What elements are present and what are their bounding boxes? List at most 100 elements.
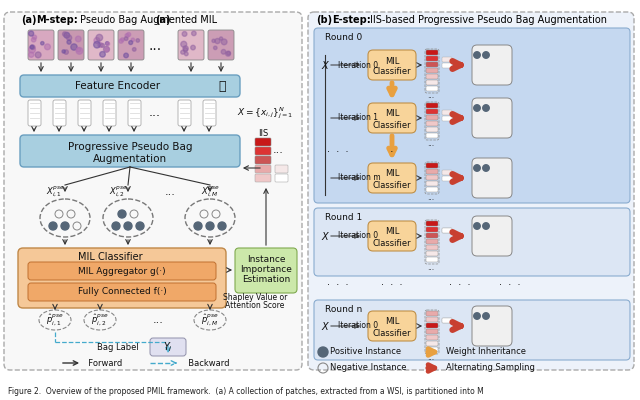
Text: $\hat{p}^{pse}_{i,1}$: $\hat{p}^{pse}_{i,1}$: [46, 312, 64, 328]
FancyBboxPatch shape: [442, 63, 452, 68]
Circle shape: [474, 222, 481, 230]
FancyBboxPatch shape: [442, 228, 452, 233]
FancyBboxPatch shape: [426, 251, 438, 256]
Text: Alternating Sampling: Alternating Sampling: [446, 364, 535, 372]
Text: ·  ·  ·: · · ·: [499, 280, 521, 290]
FancyBboxPatch shape: [426, 257, 438, 262]
FancyBboxPatch shape: [314, 28, 630, 203]
FancyBboxPatch shape: [88, 30, 114, 60]
Text: MIL Classifier: MIL Classifier: [77, 252, 142, 262]
FancyBboxPatch shape: [368, 50, 416, 80]
FancyBboxPatch shape: [442, 318, 452, 323]
Text: Figure 2.  Overview of the proposed PMIL framework.  (a) A collection of patches: Figure 2. Overview of the proposed PMIL …: [8, 388, 484, 396]
FancyBboxPatch shape: [28, 100, 41, 126]
Text: ...: ...: [428, 352, 435, 362]
FancyBboxPatch shape: [128, 100, 141, 126]
Circle shape: [100, 52, 106, 57]
Circle shape: [125, 34, 129, 38]
FancyBboxPatch shape: [426, 133, 438, 138]
Text: E-step:: E-step:: [332, 15, 371, 25]
Circle shape: [96, 34, 102, 41]
FancyBboxPatch shape: [442, 228, 452, 233]
FancyBboxPatch shape: [426, 227, 438, 232]
Circle shape: [63, 32, 67, 36]
Circle shape: [191, 45, 195, 50]
Text: $X^{pse}_{i,1}$: $X^{pse}_{i,1}$: [45, 185, 65, 199]
Circle shape: [76, 36, 81, 42]
Text: ·  ·  ·: · · ·: [327, 280, 349, 290]
Text: Classifier: Classifier: [372, 328, 412, 338]
Circle shape: [33, 35, 36, 39]
Text: Shapley Value or: Shapley Value or: [223, 294, 287, 302]
FancyBboxPatch shape: [178, 30, 204, 60]
FancyBboxPatch shape: [472, 98, 512, 138]
Text: ...: ...: [149, 106, 161, 120]
FancyBboxPatch shape: [472, 216, 512, 256]
Circle shape: [29, 46, 35, 53]
Circle shape: [215, 38, 220, 44]
FancyBboxPatch shape: [368, 163, 416, 193]
Circle shape: [106, 42, 109, 46]
Text: MIL: MIL: [385, 228, 399, 236]
Circle shape: [212, 39, 215, 42]
FancyBboxPatch shape: [255, 174, 271, 182]
FancyBboxPatch shape: [314, 300, 630, 360]
Text: (a): (a): [155, 15, 170, 25]
Text: MIL: MIL: [385, 110, 399, 118]
Circle shape: [127, 32, 131, 36]
FancyBboxPatch shape: [442, 318, 452, 323]
Text: Iteration m: Iteration m: [338, 174, 381, 182]
Text: ...: ...: [428, 138, 435, 148]
FancyBboxPatch shape: [4, 12, 302, 370]
FancyBboxPatch shape: [426, 86, 438, 91]
Text: Negative Instance: Negative Instance: [330, 364, 406, 372]
Circle shape: [129, 41, 132, 44]
Text: $Y_i$: $Y_i$: [163, 340, 173, 354]
Text: IIS-based Progressive Pseudo Bag Augmentation: IIS-based Progressive Pseudo Bag Augment…: [370, 15, 607, 25]
FancyBboxPatch shape: [426, 74, 438, 79]
Text: Progressive Pseudo Bag: Progressive Pseudo Bag: [68, 142, 192, 152]
Circle shape: [221, 50, 226, 54]
FancyBboxPatch shape: [426, 169, 438, 174]
Text: Importance: Importance: [240, 266, 292, 274]
Text: MIL: MIL: [385, 56, 399, 66]
Circle shape: [131, 38, 134, 42]
FancyBboxPatch shape: [255, 165, 271, 173]
FancyBboxPatch shape: [368, 221, 416, 251]
FancyBboxPatch shape: [426, 317, 438, 322]
Text: Round 1: Round 1: [325, 214, 362, 222]
Text: M-step:: M-step:: [36, 15, 77, 25]
Text: ·: ·: [390, 147, 394, 157]
Text: $X$: $X$: [321, 59, 330, 71]
Text: Estimation: Estimation: [242, 276, 290, 284]
Circle shape: [124, 53, 129, 58]
FancyBboxPatch shape: [255, 138, 271, 146]
FancyBboxPatch shape: [426, 221, 438, 226]
FancyBboxPatch shape: [472, 45, 512, 85]
Circle shape: [214, 46, 217, 50]
FancyBboxPatch shape: [255, 156, 271, 164]
Circle shape: [182, 32, 187, 36]
Circle shape: [483, 222, 490, 230]
Circle shape: [93, 41, 100, 48]
Text: Round n: Round n: [325, 306, 362, 314]
FancyBboxPatch shape: [58, 30, 84, 60]
Text: MIL Aggregator g(·): MIL Aggregator g(·): [78, 266, 166, 276]
FancyBboxPatch shape: [426, 68, 438, 73]
FancyBboxPatch shape: [426, 50, 438, 55]
Circle shape: [118, 210, 126, 218]
Text: Forward: Forward: [83, 358, 122, 368]
Circle shape: [180, 41, 187, 47]
Circle shape: [35, 52, 41, 58]
Circle shape: [136, 222, 144, 230]
Text: ·  ·  ·: · · ·: [381, 280, 403, 290]
Circle shape: [124, 37, 128, 40]
FancyBboxPatch shape: [78, 100, 91, 126]
Circle shape: [184, 48, 188, 52]
FancyBboxPatch shape: [426, 239, 438, 244]
Circle shape: [62, 50, 65, 53]
Text: ...: ...: [428, 192, 435, 202]
Circle shape: [136, 39, 140, 42]
FancyBboxPatch shape: [18, 248, 226, 308]
Circle shape: [31, 38, 36, 42]
